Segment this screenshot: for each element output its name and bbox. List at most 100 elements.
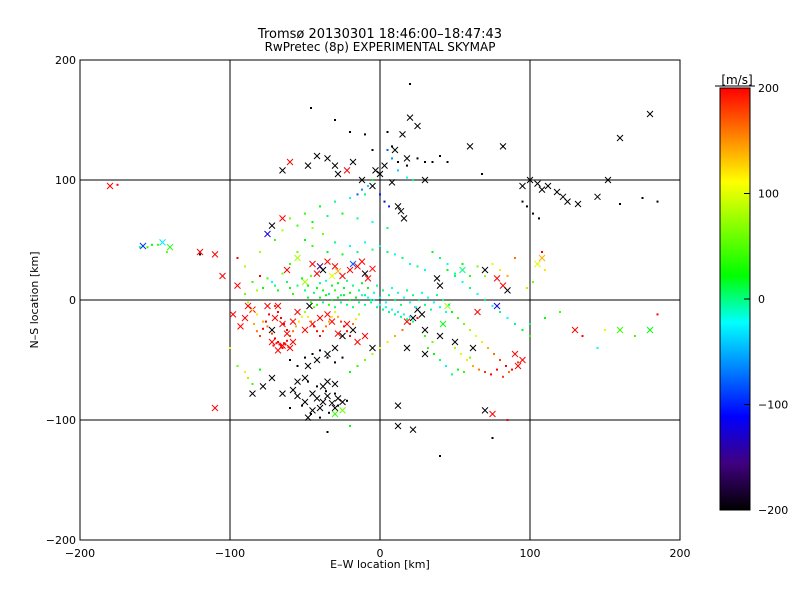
dot-marker [388, 311, 390, 313]
dot-marker [343, 294, 345, 297]
cross-marker [249, 390, 256, 397]
cross-stroke [268, 222, 276, 229]
dot-marker [431, 251, 434, 253]
dot-marker [502, 375, 504, 378]
cross-marker [594, 193, 601, 201]
cross-stroke [283, 266, 291, 274]
cross-marker [346, 266, 354, 274]
dot-marker [331, 315, 333, 318]
cross-stroke [349, 158, 357, 166]
cross-marker [331, 380, 339, 388]
cross-stroke [369, 182, 376, 190]
dot-marker [307, 315, 309, 318]
cross-marker [324, 350, 331, 358]
dot-marker [526, 205, 528, 208]
dot-marker [343, 287, 345, 289]
dot-marker [476, 293, 479, 295]
cross-stroke [304, 362, 312, 370]
dot-marker [581, 335, 584, 337]
dot-marker [397, 161, 399, 163]
dot-marker [403, 313, 405, 316]
dot-marker [466, 359, 468, 361]
dot-marker [451, 373, 453, 376]
dot-marker [559, 311, 561, 313]
cross-stroke [469, 344, 477, 352]
dot-marker [292, 293, 294, 295]
dot-marker [355, 296, 357, 299]
dot-marker [532, 281, 534, 283]
dot-marker [274, 284, 276, 287]
cross-stroke [324, 350, 331, 358]
cross-marker [493, 302, 501, 310]
dot-marker [386, 227, 389, 229]
cross-marker [339, 407, 346, 414]
cross-marker [219, 272, 226, 280]
dot-marker [445, 311, 447, 313]
cross-stroke [309, 407, 316, 414]
cross-stroke [279, 390, 286, 397]
dot-marker [491, 437, 494, 439]
dot-marker [307, 284, 309, 287]
dot-marker [484, 299, 486, 301]
dot-marker [430, 308, 432, 311]
cross-marker [279, 320, 286, 328]
cross-stroke [294, 254, 301, 262]
cross-stroke [331, 344, 339, 352]
cross-stroke [334, 395, 342, 402]
cross-marker [616, 134, 624, 142]
dot-marker [386, 251, 389, 253]
dot-marker [457, 368, 459, 371]
dot-marker [506, 317, 509, 319]
cross-stroke [504, 287, 511, 294]
cross-stroke [397, 207, 405, 215]
dot-marker [340, 294, 342, 297]
cross-marker [331, 263, 339, 270]
cross-marker [349, 158, 357, 166]
cross-marker [504, 287, 511, 294]
cross-stroke [316, 404, 324, 412]
dot-marker [326, 215, 329, 217]
dot-marker [352, 323, 354, 325]
dot-marker [421, 291, 423, 294]
dot-marker [337, 315, 339, 318]
cross-stroke [219, 272, 226, 280]
cross-stroke [313, 152, 321, 160]
dot-marker [388, 205, 390, 208]
dot-marker [304, 356, 306, 359]
cross-stroke [309, 320, 316, 328]
dot-marker [341, 253, 344, 256]
cross-marker [268, 326, 276, 334]
cross-stroke [309, 390, 316, 397]
cross-marker [388, 179, 396, 186]
dot-marker [376, 306, 378, 309]
cross-marker [268, 222, 276, 229]
cross-stroke [249, 390, 256, 397]
dot-marker [346, 330, 348, 333]
cross-stroke [372, 167, 379, 174]
cross-stroke [339, 332, 346, 340]
cross-marker [403, 155, 411, 162]
dot-marker [319, 335, 321, 337]
dot-marker [391, 157, 393, 160]
dot-marker [491, 263, 494, 265]
dot-marker [484, 275, 486, 277]
cross-marker [459, 266, 466, 274]
y-tick-label: 0 [69, 294, 76, 307]
dot-marker [157, 243, 159, 246]
grid-layer [80, 60, 680, 540]
dot-marker [397, 291, 399, 294]
dot-marker [416, 317, 419, 319]
dot-marker [409, 301, 411, 304]
dot-marker [604, 329, 606, 331]
dot-marker [311, 221, 314, 223]
dot-marker [448, 303, 450, 306]
dot-marker [484, 371, 486, 373]
dot-marker [461, 263, 464, 265]
dot-marker [364, 133, 366, 136]
dot-marker [538, 217, 540, 220]
cross-stroke [211, 251, 219, 258]
dot-marker [298, 320, 300, 323]
dot-marker [281, 272, 284, 275]
dot-marker [304, 212, 306, 215]
cross-marker [328, 318, 336, 325]
